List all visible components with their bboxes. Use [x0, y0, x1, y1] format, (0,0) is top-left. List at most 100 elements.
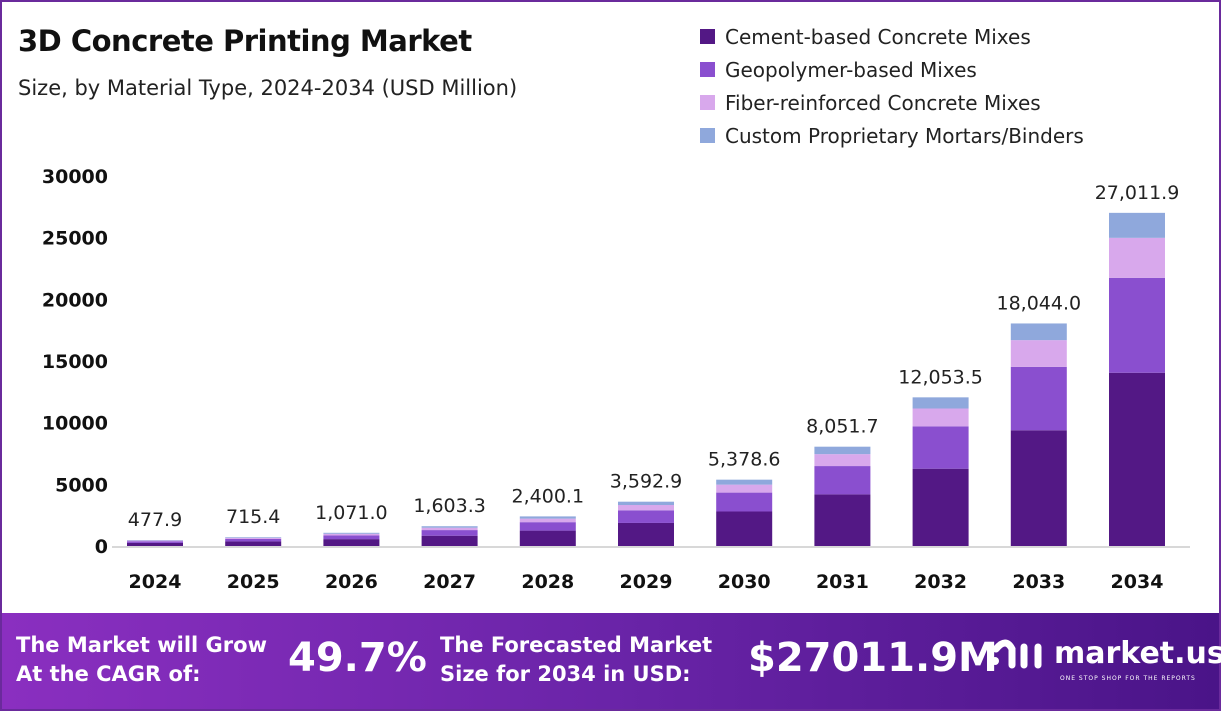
legend-label: Cement-based Concrete Mixes [725, 24, 1031, 49]
legend-swatch [700, 29, 715, 44]
bar-segment-2029-2 [618, 505, 674, 511]
bar-segment-2027-1 [421, 530, 478, 536]
legend-label: Fiber-reinforced Concrete Mixes [725, 90, 1041, 115]
market-us-logo: market.us ONE STOP SHOP FOR THE REPORTS [990, 635, 1221, 682]
x-tick-label: 2024 [129, 571, 182, 593]
bar-segment-2026-2 [323, 533, 380, 536]
data-label: 2,400.1 [512, 485, 585, 507]
bar-segment-2024-2 [127, 540, 183, 542]
cagr-label: The Market will Grow At the CAGR of: [16, 631, 267, 689]
x-tick-label: 2032 [914, 571, 967, 593]
bar-segment-2034-0 [1109, 372, 1165, 546]
data-label: 18,044.0 [996, 292, 1081, 314]
y-tick-label: 25000 [42, 228, 108, 250]
legend-swatch [700, 128, 715, 143]
data-label: 1,071.0 [315, 502, 388, 524]
bar-segment-2027-2 [421, 527, 478, 531]
forecast-label-line1: The Forecasted Market [440, 633, 713, 657]
y-tick-label: 10000 [42, 413, 108, 435]
bar-segment-2028-2 [519, 518, 576, 523]
bar-segment-2031-3 [814, 446, 871, 455]
data-label: 12,053.5 [898, 366, 983, 388]
x-tick-label: 2031 [816, 571, 869, 593]
bar-segment-2025-2 [225, 537, 282, 539]
bar-segment-2028-0 [519, 530, 576, 546]
x-tick-label: 2028 [521, 571, 574, 593]
bar-segment-2032-2 [912, 408, 969, 427]
x-tick-label: 2025 [227, 571, 280, 593]
forecast-label-line2: Size for 2034 in USD: [440, 662, 691, 686]
bar-segment-2026-0 [323, 539, 380, 546]
bar-segment-2034-2 [1109, 237, 1165, 278]
x-tick-label: 2030 [718, 571, 771, 593]
x-tick-label: 2027 [423, 571, 476, 593]
legend-item-geopolymer: Geopolymer-based Mixes [700, 53, 1084, 86]
bar-segment-2028-1 [519, 522, 576, 531]
y-tick-label: 15000 [42, 351, 108, 373]
bar-segment-2033-0 [1010, 430, 1067, 546]
bar-segment-2025-1 [225, 538, 282, 542]
x-tick-label: 2034 [1111, 571, 1164, 593]
bar-segment-2026-1 [323, 535, 380, 540]
legend-swatch [700, 62, 715, 77]
bar-segment-2033-3 [1010, 323, 1067, 341]
bar-segment-2034-3 [1109, 212, 1165, 238]
legend-item-cement: Cement-based Concrete Mixes [700, 20, 1084, 53]
legend-item-fiber: Fiber-reinforced Concrete Mixes [700, 86, 1084, 119]
data-label: 8,051.7 [806, 416, 879, 438]
x-tick-label: 2029 [620, 571, 673, 593]
bar-segment-2024-1 [127, 541, 183, 543]
bar-segment-2031-1 [814, 466, 871, 495]
bar-segment-2033-2 [1010, 340, 1067, 367]
legend-label: Custom Proprietary Mortars/Binders [725, 123, 1084, 148]
logo-name: market.us [1054, 635, 1221, 671]
data-label: 5,378.6 [708, 449, 781, 471]
bar-segment-2029-1 [618, 510, 674, 523]
bar-segment-2032-3 [912, 397, 969, 409]
bar-segment-2034-1 [1109, 277, 1165, 373]
data-label: 27,011.9 [1095, 182, 1180, 204]
bar-segment-2027-0 [421, 535, 478, 546]
bar-segment-2027-3 [421, 526, 478, 528]
bar-segment-2033-1 [1010, 366, 1067, 431]
legend-label: Geopolymer-based Mixes [725, 57, 977, 82]
y-tick-label: 30000 [42, 166, 108, 188]
forecast-value: $27011.9M [748, 635, 998, 681]
logo-tagline: ONE STOP SHOP FOR THE REPORTS [1060, 675, 1196, 682]
bar-segment-2029-0 [618, 522, 674, 546]
bar-segment-2025-0 [225, 541, 282, 546]
bar-segment-2032-1 [912, 426, 969, 469]
cagr-label-line2: At the CAGR of: [16, 662, 201, 686]
logo-icon [991, 639, 1042, 669]
y-tick-label: 0 [95, 536, 108, 558]
data-label: 477.9 [128, 509, 182, 531]
bar-segment-2026-3 [323, 532, 380, 534]
y-tick-label: 5000 [55, 474, 108, 496]
cagr-value: 49.7% [288, 635, 427, 681]
bar-segment-2030-0 [716, 511, 773, 546]
bar-segment-2030-3 [716, 479, 773, 485]
x-tick-label: 2033 [1012, 571, 1065, 593]
legend-swatch [700, 95, 715, 110]
data-label: 3,592.9 [610, 471, 683, 493]
x-tick-label: 2026 [325, 571, 378, 593]
data-label: 715.4 [226, 506, 280, 528]
bar-segment-2025-3 [225, 537, 282, 538]
bar-segment-2031-0 [814, 494, 871, 546]
bar-segment-2024-0 [127, 542, 183, 546]
chart-plot: 0 5000 10000 15000 20000 25000 30000 477.9 2024 7… [42, 166, 1190, 593]
bar-segment-2031-2 [814, 454, 871, 467]
y-tick-label: 20000 [42, 289, 108, 311]
cagr-label-line1: The Market will Grow [16, 633, 267, 657]
bar-segment-2030-1 [716, 492, 773, 512]
summary-banner: The Market will Grow At the CAGR of: 49.… [2, 613, 1221, 709]
chart-title: 3D Concrete Printing Market [18, 24, 472, 58]
chart-subtitle: Size, by Material Type, 2024-2034 (USD M… [18, 76, 518, 100]
legend: Cement-based Concrete Mixes Geopolymer-b… [700, 20, 1084, 152]
legend-item-custom: Custom Proprietary Mortars/Binders [700, 119, 1084, 152]
bar-segment-2029-3 [618, 501, 674, 506]
bar-segment-2028-3 [519, 516, 576, 519]
data-label: 1,603.3 [413, 495, 486, 517]
forecast-label: The Forecasted Market Size for 2034 in U… [440, 631, 712, 689]
